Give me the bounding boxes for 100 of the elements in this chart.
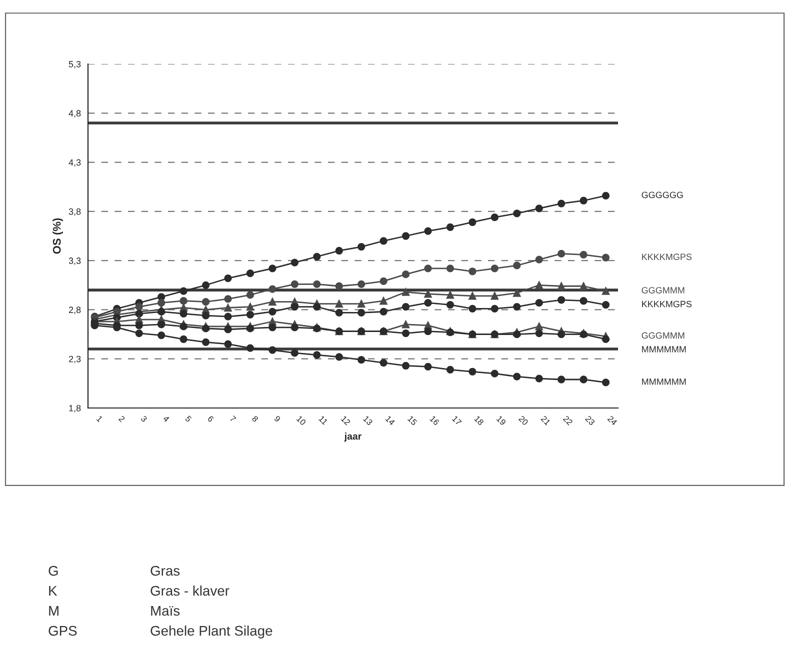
point <box>290 324 298 332</box>
x-tick-label: 3 <box>140 415 148 422</box>
text: M <box>49 606 58 616</box>
text: Gras - klaver <box>150 586 230 596</box>
x-tick-label: 15 <box>407 416 418 426</box>
point <box>424 290 432 298</box>
point <box>535 329 543 338</box>
point <box>268 324 276 332</box>
x-tick-label: 2 <box>118 415 126 422</box>
y-tick-label: 4,3 <box>68 159 81 167</box>
point <box>558 330 566 338</box>
point <box>246 344 254 352</box>
point <box>468 292 476 300</box>
point <box>558 376 566 384</box>
point <box>468 218 476 226</box>
point <box>424 227 432 235</box>
point <box>135 322 143 330</box>
point <box>335 308 343 316</box>
point <box>180 287 188 295</box>
point <box>580 297 588 305</box>
text: GGGGGG <box>642 192 683 198</box>
y-tick-label: 2,3 <box>68 356 81 364</box>
point <box>602 335 610 344</box>
x-tick-label: 5 <box>184 415 192 422</box>
x-tick-label: 12 <box>340 416 351 426</box>
point <box>513 262 521 270</box>
point <box>290 349 298 357</box>
point <box>202 281 210 289</box>
point <box>535 256 543 264</box>
text: MMMMMM <box>642 378 686 385</box>
point <box>446 366 454 374</box>
text: KKKKMGPS <box>642 300 692 308</box>
point <box>158 308 166 316</box>
point <box>513 330 521 338</box>
point <box>224 326 232 334</box>
point <box>535 374 543 382</box>
point <box>513 289 521 297</box>
point <box>490 214 498 222</box>
point <box>558 282 566 290</box>
x-tick-label: 1 <box>96 416 103 422</box>
point <box>202 338 210 346</box>
x-tick-label: 14 <box>385 416 396 426</box>
point <box>202 312 210 320</box>
point <box>535 204 543 212</box>
x-tick-label: 24 <box>607 415 618 426</box>
x-tick-label: 18 <box>474 416 484 426</box>
point <box>558 296 566 304</box>
x-tick-label: 11 <box>318 416 328 426</box>
point <box>268 346 276 354</box>
text: KKKKMGPS <box>642 254 692 260</box>
x-axis-title: jaar <box>344 432 362 442</box>
point <box>446 291 454 299</box>
point <box>158 331 166 340</box>
point <box>158 299 166 307</box>
point <box>224 340 232 348</box>
point <box>402 320 410 328</box>
point <box>224 304 232 312</box>
point <box>380 277 388 286</box>
point <box>358 300 366 308</box>
text: GGGMMM <box>642 332 684 339</box>
point <box>424 264 432 272</box>
point <box>158 320 166 328</box>
point <box>402 302 410 311</box>
point <box>535 299 543 307</box>
point <box>602 254 610 262</box>
point <box>468 368 476 376</box>
x-tick-label: 10 <box>296 416 306 426</box>
point <box>290 258 298 266</box>
point <box>535 322 543 330</box>
point <box>224 312 232 320</box>
point <box>358 308 366 316</box>
x-tick-label: 22 <box>562 415 573 426</box>
x-tick-label: 4 <box>162 415 170 422</box>
point <box>402 362 410 370</box>
point <box>180 335 188 344</box>
point <box>335 353 343 361</box>
point <box>358 242 366 251</box>
x-tick-label: 6 <box>207 415 214 422</box>
point <box>513 210 521 218</box>
y-tick-label: 3,8 <box>68 208 81 216</box>
point <box>358 356 366 364</box>
point <box>580 376 588 384</box>
point <box>224 295 232 303</box>
point <box>402 270 410 278</box>
text: GGGMMM <box>642 287 684 294</box>
point <box>246 302 254 311</box>
point <box>535 281 543 289</box>
point <box>313 252 321 260</box>
point <box>446 223 454 231</box>
point <box>424 362 432 371</box>
point <box>202 324 210 332</box>
x-tick-label: 17 <box>452 416 462 426</box>
x-tick-label: 7 <box>230 415 236 422</box>
point <box>268 264 276 272</box>
text: Maïs <box>151 606 180 616</box>
point <box>490 304 498 313</box>
point <box>202 298 210 306</box>
point <box>446 264 454 272</box>
y-tick-label: 2,8 <box>68 306 81 314</box>
point <box>490 370 498 378</box>
